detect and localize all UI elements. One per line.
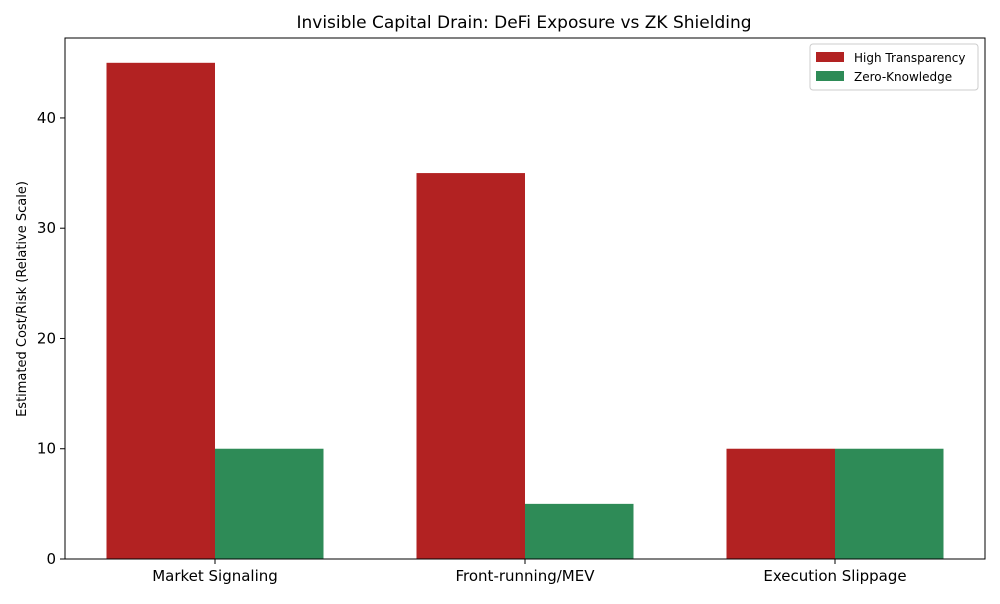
bar-zero-knowledge-2	[525, 503, 634, 559]
legend-swatch-high-transparency	[816, 52, 844, 62]
y-tick-label: 30	[37, 219, 56, 237]
legend-box	[809, 43, 979, 91]
legend-label-high-transparency: High Transparency	[854, 51, 965, 65]
legend: High Transparency Zero-Knowledge	[809, 43, 979, 91]
legend-swatch-zero-knowledge	[816, 71, 844, 81]
bar-high-transparency-1	[106, 62, 215, 560]
y-tick-label: 10	[37, 440, 56, 458]
y-axis-label: Estimated Cost/Risk (Relative Scale)	[15, 181, 30, 417]
legend-label-zero-knowledge: Zero-Knowledge	[854, 70, 952, 84]
chart-title: Invisible Capital Drain: DeFi Exposure v…	[296, 13, 751, 33]
y-tick-label: 0	[46, 550, 56, 568]
x-tick-label: Front-running/MEV	[456, 567, 596, 585]
plot-area: 0 10 20 30 40 Market Signaling Front-running/M…	[37, 37, 986, 585]
x-tick-label: Execution Slippage	[763, 567, 906, 585]
x-tick-label: Market Signaling	[152, 567, 278, 585]
bar-zero-knowledge-3	[835, 448, 944, 559]
bar-high-transparency-3	[726, 448, 835, 559]
bar-high-transparency-2	[416, 173, 525, 559]
bar-zero-knowledge-1	[215, 448, 324, 559]
y-tick-label: 40	[37, 109, 56, 127]
y-tick-label: 20	[37, 329, 56, 347]
